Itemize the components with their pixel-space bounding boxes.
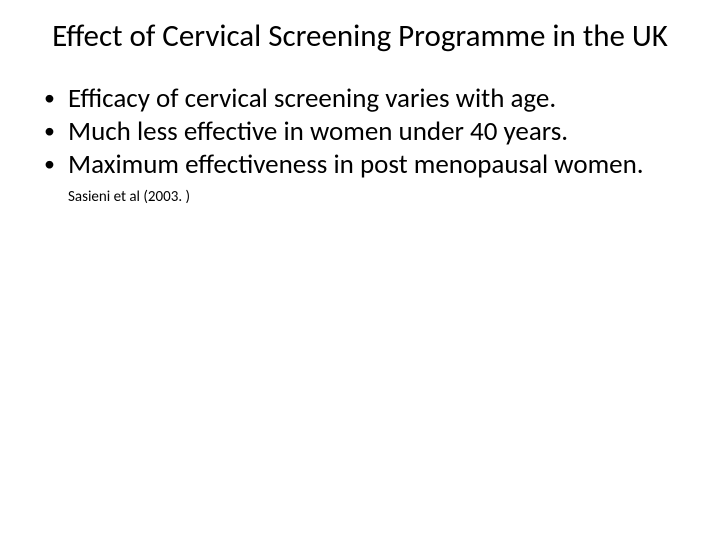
bullet-item: Efficacy of cervical screening varies wi…: [38, 83, 682, 116]
bullet-item: Maximum effectiveness in post menopausal…: [38, 149, 682, 182]
slide-title: Effect of Cervical Screening Programme i…: [38, 18, 682, 55]
bullet-item: Much less effective in women under 40 ye…: [38, 116, 682, 149]
bullet-list: Efficacy of cervical screening varies wi…: [38, 83, 682, 182]
slide: Effect of Cervical Screening Programme i…: [0, 0, 720, 540]
citation-text: Sasieni et al (2003. ): [38, 188, 682, 208]
